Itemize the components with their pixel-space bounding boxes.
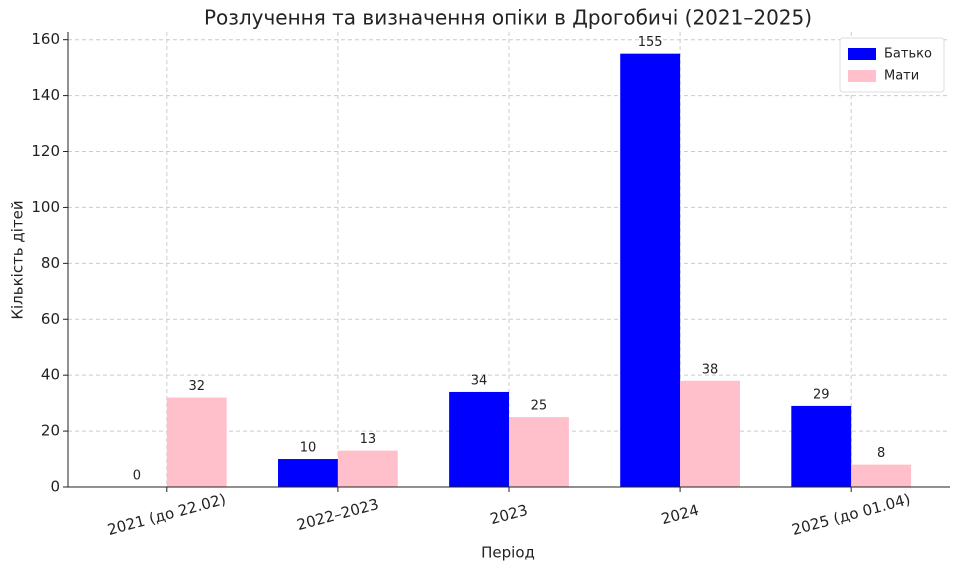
chart-title: Розлучення та визначення опіки в Дрогоби… [204,6,812,30]
y-tick-label: 40 [41,366,60,384]
bar [791,405,852,487]
bar [620,53,681,488]
value-label: 0 [133,469,141,484]
bar [509,417,569,487]
x-axis-label: Період [481,544,535,562]
value-label: 25 [531,399,548,414]
legend-label: Батько [884,47,932,62]
bar [851,464,912,487]
x-tick-label: 2024 [659,501,701,528]
value-label: 155 [638,35,663,50]
y-tick-label: 100 [31,198,60,216]
y-tick-label: 140 [31,86,60,104]
y-axis-label: Кількість дітей [9,200,27,319]
legend-swatch [848,48,876,60]
y-tick-label: 60 [41,310,60,328]
legend-swatch [848,70,876,82]
bar [680,380,740,487]
value-label: 29 [813,387,830,402]
bar [166,397,227,487]
x-tick-label: 2021 (до 22.02) [105,490,227,539]
bar [278,459,338,487]
value-label: 38 [702,362,719,377]
x-tick-label: 2022–2023 [295,495,381,534]
x-tick-label: 2025 (до 01.04) [790,490,912,539]
value-label: 13 [360,432,377,447]
y-tick-label: 0 [50,478,60,496]
y-tick-label: 80 [41,254,60,272]
y-tick-label: 20 [41,422,60,440]
bar [449,391,509,487]
y-tick-label: 120 [31,142,60,160]
value-label: 10 [300,441,317,456]
y-tick-label: 160 [31,30,60,48]
bar [337,450,398,487]
value-label: 32 [188,379,205,394]
value-label: 34 [471,373,488,388]
value-label: 8 [877,446,885,461]
legend-label: Мати [884,69,919,84]
x-tick-label: 2023 [488,501,530,528]
